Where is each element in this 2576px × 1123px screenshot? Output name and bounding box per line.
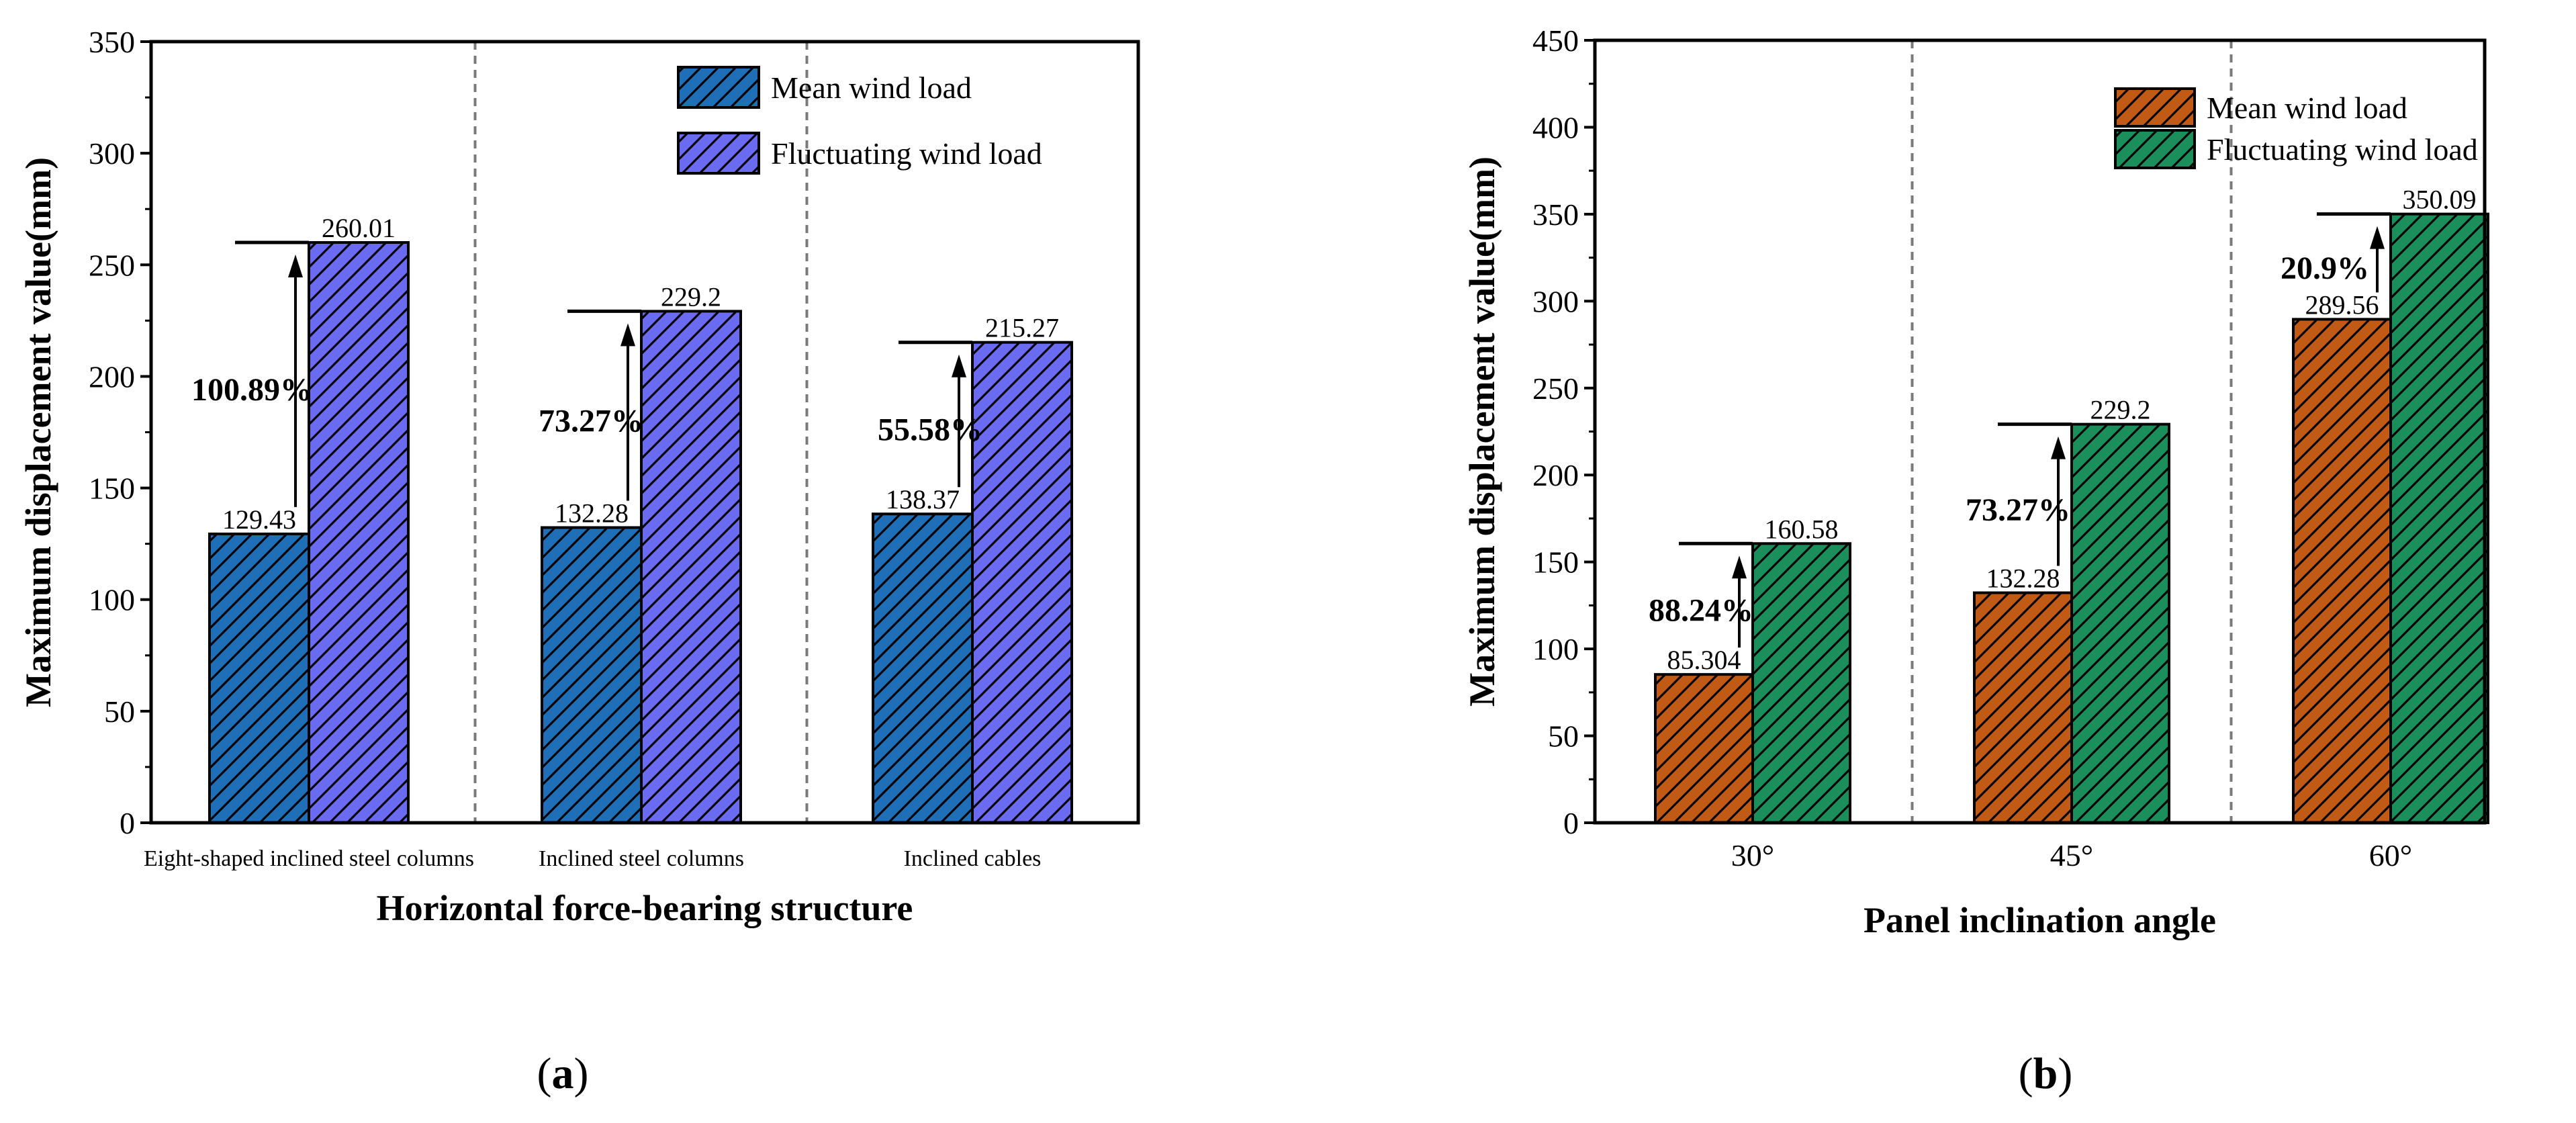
bar-fluctuating-2: [971, 341, 1073, 824]
bar-value-label: 138.37: [886, 484, 960, 514]
bar-mean-2: [2292, 318, 2392, 824]
x-category-label: Eight-shaped inclined steel columns: [144, 846, 474, 871]
increase-arrow-head: [288, 255, 303, 278]
increase-percentage-label: 55.58%: [878, 412, 982, 447]
legend-label: Mean wind load: [771, 71, 972, 105]
bar-fluctuating-2: [2389, 212, 2489, 824]
bar-fluctuating-0: [1751, 542, 1851, 825]
bar-value-label: 215.27: [985, 313, 1059, 343]
panel-label-part: (: [2019, 1049, 2033, 1098]
x-axis-title: Panel inclination angle: [1864, 900, 2216, 940]
increase-percentage-label: 73.27%: [539, 403, 643, 439]
y-tick-label: 150: [89, 471, 135, 506]
increase-arrow-head: [620, 323, 635, 347]
y-axis-title: Maximum displacement value(mm): [1462, 156, 1502, 707]
bar-mean-1: [541, 526, 643, 824]
bar-value-label: 129.43: [222, 504, 296, 535]
y-tick-label: 200: [89, 359, 135, 394]
panel-label-part: ): [574, 1049, 589, 1098]
x-category-label: 60°: [2369, 838, 2412, 872]
bar-value-label: 85.304: [1667, 645, 1741, 675]
legend-swatch: [2114, 87, 2196, 128]
y-tick-label: 250: [89, 248, 135, 282]
increase-arrow-head: [2370, 226, 2385, 249]
bar-value-label: 229.2: [2090, 395, 2151, 425]
bar-value-label: 260.01: [322, 213, 396, 243]
legend-swatch: [2114, 129, 2196, 169]
increase-arrow-head: [952, 354, 966, 377]
panel-label-part: b: [2033, 1049, 2058, 1098]
y-tick-label: 100: [1532, 632, 1579, 666]
bar-fluctuating-1: [2070, 422, 2170, 824]
increase-arrow-head: [2051, 436, 2066, 459]
y-axis-title: Maximum displacement value(mm): [18, 157, 58, 707]
bar-mean-0: [1654, 673, 1754, 824]
bar-fluctuating-0: [308, 241, 410, 824]
y-tick-label: 50: [1548, 719, 1579, 754]
bar-mean-1: [1973, 591, 2073, 824]
bar-value-label: 289.56: [2305, 289, 2379, 320]
y-tick-label: 0: [1563, 806, 1579, 840]
x-axis-title: Horizontal force-bearing structure: [377, 888, 913, 928]
bar-value-label: 132.28: [555, 498, 629, 528]
y-tick-label: 300: [89, 136, 135, 171]
y-tick-label: 0: [120, 806, 135, 840]
bar-value-label: 132.28: [1986, 564, 2060, 594]
x-category-label: Inclined cables: [904, 846, 1042, 871]
y-tick-label: 400: [1532, 110, 1579, 144]
y-tick-label: 250: [1532, 371, 1579, 406]
increase-percentage-label: 20.9%: [2281, 251, 2369, 286]
increase-percentage-label: 100.89%: [191, 372, 312, 408]
panel-label: (a): [537, 1049, 589, 1098]
y-tick-label: 350: [1532, 197, 1579, 232]
chart-panel-a: 129.43 260.01 100.89% 132.28 229.2 73.27% 138.…: [18, 25, 1140, 1098]
x-category-label: 45°: [2050, 838, 2093, 872]
legend-label: Fluctuating wind load: [771, 136, 1042, 171]
y-tick-label: 150: [1532, 545, 1579, 580]
panel-label-part: a: [552, 1049, 574, 1098]
legend-label: Mean wind load: [2207, 91, 2407, 125]
y-tick-label: 350: [89, 25, 135, 59]
panel-label: (b): [2019, 1049, 2073, 1098]
panel-label-part: ): [2058, 1049, 2072, 1098]
x-category-label: Inclined steel columns: [539, 846, 744, 871]
y-tick-label: 100: [89, 583, 135, 617]
bar-value-label: 350.09: [2403, 185, 2477, 215]
y-tick-label: 300: [1532, 284, 1579, 318]
panel-label-part: (: [537, 1049, 552, 1098]
x-category-label: 30°: [1731, 838, 1774, 872]
legend-swatch: [677, 66, 760, 109]
bar-value-label: 160.58: [1765, 514, 1839, 544]
y-tick-label: 200: [1532, 458, 1579, 492]
bar-value-label: 229.2: [661, 281, 721, 312]
legend-swatch: [677, 132, 760, 175]
increase-arrow-head: [1732, 555, 1747, 579]
bar-mean-2: [872, 512, 974, 824]
increase-percentage-label: 88.24%: [1649, 593, 1753, 629]
y-tick-label: 450: [1532, 24, 1579, 58]
chart-panel-b: 85.304 160.58 88.24% 132.28 229.2 73.27% 289.5…: [1462, 24, 2489, 1098]
bar-mean-0: [208, 532, 310, 824]
increase-percentage-label: 73.27%: [1966, 492, 2070, 528]
bar-fluctuating-1: [640, 310, 742, 825]
legend-label: Fluctuating wind load: [2207, 132, 2478, 167]
y-tick-label: 50: [104, 694, 135, 729]
